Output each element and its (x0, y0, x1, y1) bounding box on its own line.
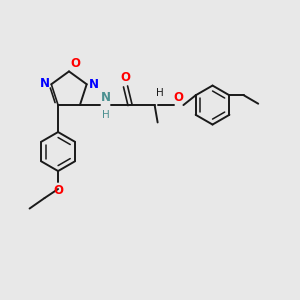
Text: N: N (89, 78, 99, 91)
Text: N: N (100, 91, 110, 103)
Text: O: O (120, 71, 130, 84)
Text: H: H (102, 110, 109, 120)
Text: H: H (156, 88, 164, 98)
Text: O: O (53, 184, 63, 196)
Text: N: N (40, 77, 50, 90)
Text: O: O (173, 91, 183, 103)
Text: O: O (70, 57, 80, 70)
